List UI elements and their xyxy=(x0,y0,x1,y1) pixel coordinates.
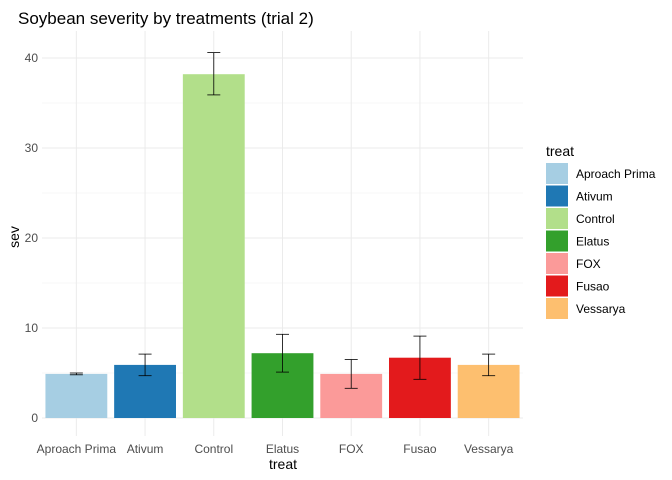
x-tick-label: Elatus xyxy=(266,442,299,456)
bar-control xyxy=(182,74,245,418)
legend-label: FOX xyxy=(576,257,601,271)
y-tick-label: 20 xyxy=(25,231,39,245)
x-tick-label: Control xyxy=(194,442,233,456)
bar-aproach-prima xyxy=(45,373,108,418)
y-tick-label: 10 xyxy=(25,321,39,335)
legend-swatch xyxy=(546,253,568,274)
legend-item: Aproach Prima xyxy=(546,163,656,184)
y-tick-label: 0 xyxy=(31,411,38,425)
legend-label: Control xyxy=(576,212,615,226)
error-bar-fusao xyxy=(413,335,427,380)
legend-swatch xyxy=(546,208,568,229)
legend-swatch xyxy=(546,230,568,252)
y-tick-label: 30 xyxy=(25,141,39,155)
legend-swatch xyxy=(546,298,568,319)
legend-swatch xyxy=(546,185,568,207)
legend-label: Elatus xyxy=(576,235,609,249)
y-tick-label: 40 xyxy=(25,51,39,65)
legend-item: Fusao xyxy=(546,275,610,297)
x-axis-title: treat xyxy=(269,456,297,472)
legend-label: Ativum xyxy=(576,190,613,204)
x-tick-labels: Aproach Prima Ativum Control Elatus FOX Fusao… xyxy=(37,442,514,456)
legend-item: Vessarya xyxy=(546,298,626,319)
x-tick-label: FOX xyxy=(339,442,364,456)
y-axis-title: sev xyxy=(6,226,22,248)
error-bar-control xyxy=(207,52,221,96)
error-bar-vessarya xyxy=(482,353,496,377)
legend: treat Aproach Prima Ativum Control Elatus FO… xyxy=(546,143,656,319)
error-bar-ativum xyxy=(138,353,152,377)
x-tick-label: Aproach Prima xyxy=(37,442,117,456)
bars xyxy=(45,74,520,418)
legend-label: Aproach Prima xyxy=(576,167,656,181)
legend-swatch xyxy=(546,275,568,297)
legend-item: FOX xyxy=(546,253,601,274)
legend-item: Elatus xyxy=(546,230,609,252)
legend-label: Fusao xyxy=(576,280,610,294)
error-bar-aproach-prima xyxy=(69,372,83,376)
x-tick-label: Vessarya xyxy=(464,442,514,456)
x-tick-label: Fusao xyxy=(403,442,437,456)
error-bar-elatus xyxy=(276,333,289,373)
legend-swatch xyxy=(546,163,568,184)
legend-title: treat xyxy=(546,143,574,159)
chart-title: Soybean severity by treatments (trial 2) xyxy=(18,9,314,28)
y-tick-labels: 0 10 20 30 40 xyxy=(25,51,39,425)
legend-label: Vessarya xyxy=(576,302,626,316)
x-tick-label: Ativum xyxy=(127,442,164,456)
error-bar-fox xyxy=(344,359,358,389)
error-bars xyxy=(69,52,496,389)
legend-item: Ativum xyxy=(546,185,613,207)
legend-item: Control xyxy=(546,208,615,229)
